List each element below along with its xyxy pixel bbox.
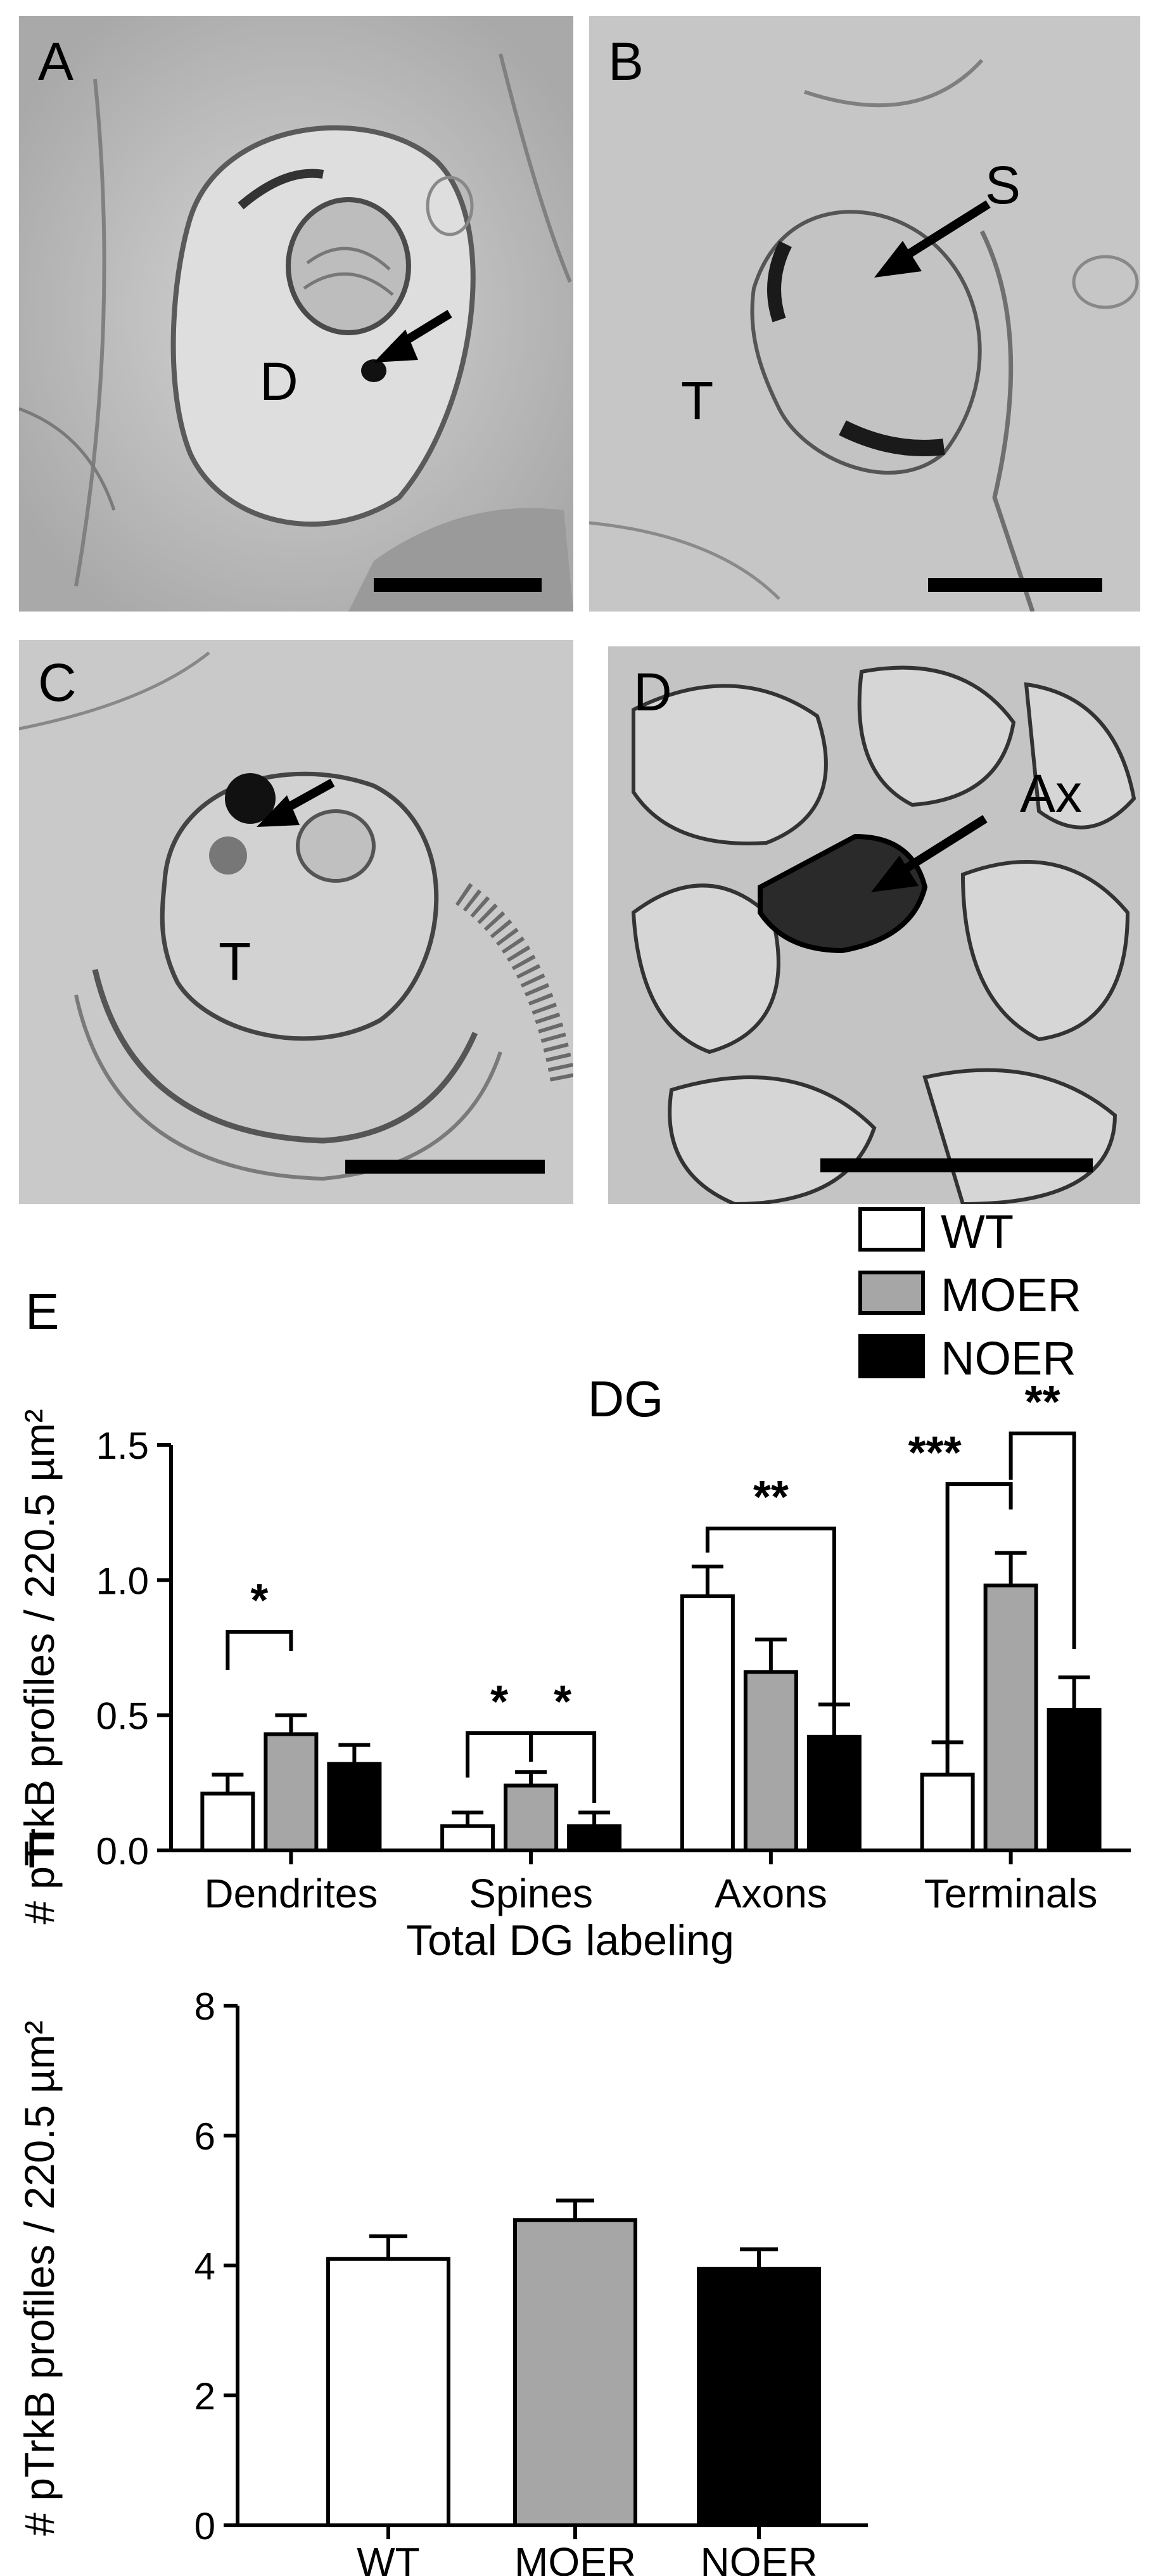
- significance-bracket-terminals-wt-moer-label: ***: [908, 1428, 962, 1478]
- bar-wt-axons: [680, 1594, 735, 1853]
- scale-bar-d: [820, 1158, 1093, 1172]
- bar-wt: [326, 2257, 450, 2527]
- bar-noer-spines: [567, 1824, 622, 1853]
- micrograph-c-image: [19, 640, 573, 1204]
- legend-item-wt: WT: [858, 1207, 1124, 1258]
- legend-label-noer: NOER: [941, 1332, 1076, 1385]
- y-tick-label: 0.5: [96, 1695, 149, 1738]
- arrow-icon: [874, 200, 991, 278]
- bar-noer: [697, 2267, 821, 2527]
- y-tick-label: 1.5: [96, 1425, 149, 1467]
- annotation-terminal-c: T: [219, 932, 251, 991]
- panel-label-d: D: [633, 662, 672, 722]
- scale-bar-c: [345, 1160, 545, 1174]
- arrow-icon: [374, 310, 452, 362]
- bar-noer-dendrites: [327, 1762, 382, 1852]
- significance-bracket-spines-moer-noer: [529, 1731, 597, 1803]
- micrograph-panel-c: [19, 640, 573, 1204]
- significance-bracket-terminals-wt-moer: [945, 1482, 1013, 1749]
- bar-moer-terminals: [983, 1583, 1038, 1853]
- y-tick-label: 6: [194, 2115, 215, 2158]
- bar-noer-terminals: [1047, 1708, 1102, 1852]
- significance-bracket-spines-moer-noer-label: *: [554, 1677, 571, 1727]
- y-tick-label: 1.0: [96, 1560, 149, 1602]
- x-tick-label-moer: MOER: [514, 2539, 636, 2576]
- legend-item-noer: NOER: [858, 1334, 1124, 1385]
- panel-label-e: E: [25, 1283, 60, 1340]
- significance-bracket-axons-wt-noer-label: **: [753, 1472, 789, 1523]
- chart-title: DG: [588, 1371, 664, 1427]
- bar-noer-axons: [806, 1734, 862, 1853]
- y-tick-label: 4: [194, 2245, 215, 2288]
- significance-bracket-axons-wt-noer: [705, 1527, 836, 1841]
- scale-bar-b: [928, 578, 1102, 592]
- bar-wt-terminals: [920, 1772, 975, 1853]
- x-tick-label-spines: Spines: [469, 1871, 593, 1916]
- annotation-spine: S: [985, 155, 1021, 215]
- y-tick-label: 0.0: [96, 1830, 149, 1873]
- micrograph-b-image: [589, 16, 1140, 612]
- y-tick-label: 8: [194, 1985, 215, 2028]
- panel-label-a: A: [38, 32, 74, 91]
- legend-item-moer: MOER: [858, 1271, 1124, 1321]
- micrograph-a-image: [19, 16, 573, 612]
- significance-bracket-terminals-moer-noer-label: **: [1025, 1377, 1060, 1428]
- micrograph-panel-d: [608, 646, 1140, 1204]
- micrograph-d-image: [608, 646, 1140, 1204]
- arrow-icon: [257, 778, 335, 827]
- significance-bracket-spines-wt-moer: [466, 1731, 533, 1778]
- arrow-icon: [871, 815, 988, 892]
- x-tick-label-noer: NOER: [701, 2539, 818, 2576]
- x-tick-label-terminals: Terminals: [924, 1871, 1098, 1916]
- bar-moer-dendrites: [264, 1732, 319, 1853]
- bar-moer: [513, 2218, 637, 2527]
- annotation-terminal: T: [681, 371, 714, 430]
- bar-moer-spines: [504, 1783, 559, 1853]
- annotation-axon: Ax: [1020, 764, 1083, 823]
- micrograph-panel-a: [19, 16, 573, 612]
- scale-bar-a: [374, 578, 542, 592]
- bar-wt-spines: [440, 1824, 495, 1853]
- legend-label-wt: WT: [941, 1205, 1014, 1258]
- legend-label-moer: MOER: [941, 1269, 1081, 1321]
- x-tick-label-axons: Axons: [715, 1871, 827, 1916]
- x-tick-label-wt: WT: [357, 2539, 420, 2576]
- legend-swatch-moer: [858, 1271, 925, 1315]
- significance-bracket-terminals-moer-noer: [1008, 1432, 1076, 1649]
- bar-wt-dendrites: [200, 1791, 255, 1852]
- significance-bracket-spines-wt-moer-label: *: [490, 1677, 508, 1727]
- panel-label-f: F: [25, 1822, 56, 1878]
- y-tick-label: 0: [194, 2505, 215, 2547]
- significance-bracket-dendrites-wt-moer-label: *: [250, 1575, 268, 1626]
- y-axis-label: # pTrkB profiles / 220.5 µm²: [16, 2020, 63, 2535]
- x-tick-label-dendrites: Dendrites: [204, 1871, 378, 1916]
- chart-title: Total DG labeling: [406, 1916, 734, 1964]
- micrograph-panel-b: [589, 16, 1140, 612]
- y-tick-label: 2: [194, 2375, 215, 2418]
- legend-swatch-wt: [858, 1207, 925, 1252]
- significance-bracket-dendrites-wt-moer: [226, 1630, 293, 1670]
- legend-swatch-noer: [858, 1334, 925, 1378]
- panel-label-c: C: [38, 653, 77, 712]
- bar-moer-axons: [743, 1670, 798, 1852]
- panel-label-b: B: [608, 32, 644, 91]
- annotation-dendrite: D: [260, 352, 298, 411]
